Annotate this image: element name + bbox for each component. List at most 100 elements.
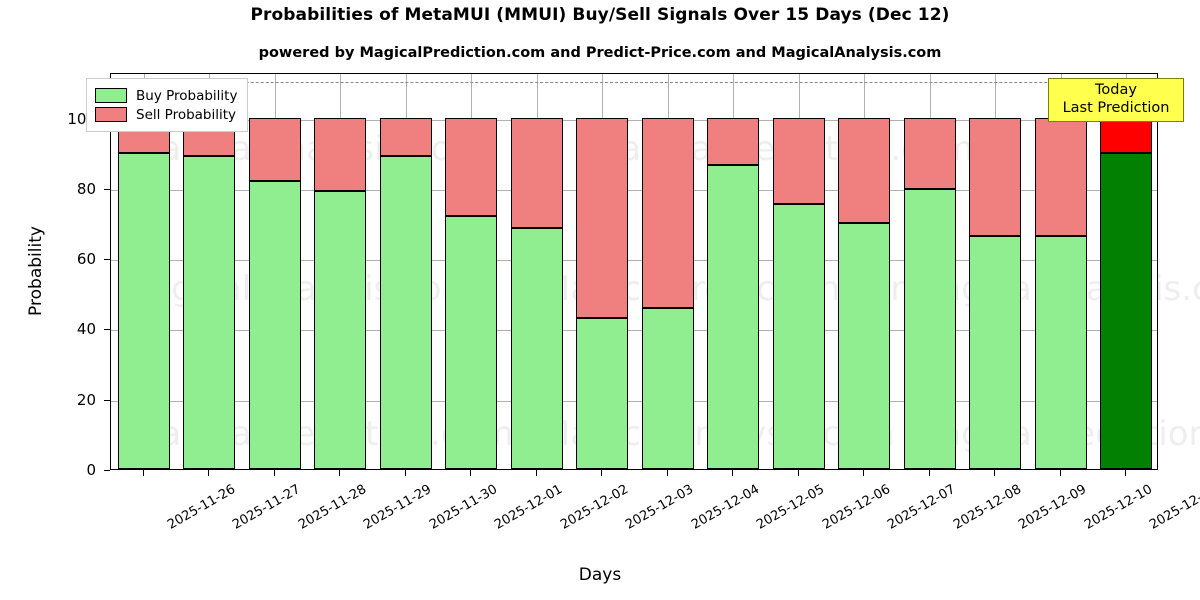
gridline-h bbox=[111, 189, 1157, 191]
bar-segment-buy[interactable] bbox=[248, 180, 301, 469]
bar-column[interactable] bbox=[1100, 72, 1153, 469]
bar-column[interactable] bbox=[838, 72, 891, 469]
chart-legend: Buy Probability Sell Probability bbox=[86, 78, 249, 132]
bar-segment-buy[interactable] bbox=[183, 156, 236, 469]
x-axis-tick-label: 2025-12-01 bbox=[492, 482, 566, 533]
bar-segment-sell[interactable] bbox=[248, 117, 301, 181]
bar-column[interactable] bbox=[183, 72, 236, 469]
x-axis-tick bbox=[143, 470, 144, 476]
x-axis-tick-label: 2025-11-28 bbox=[295, 482, 369, 533]
bar-column[interactable] bbox=[641, 72, 694, 469]
bar-segment-sell[interactable] bbox=[445, 117, 498, 217]
bar-segment-buy[interactable] bbox=[379, 156, 432, 469]
bar-segment-sell[interactable] bbox=[772, 117, 825, 205]
x-axis-tick-label: 2025-12-07 bbox=[885, 482, 959, 533]
bar-column[interactable] bbox=[445, 72, 498, 469]
x-axis-tick-label: 2025-11-29 bbox=[361, 482, 435, 533]
y-axis-tick-label: 80 bbox=[76, 179, 96, 198]
y-axis-tick bbox=[104, 470, 110, 471]
bar-segment-sell[interactable] bbox=[707, 117, 760, 165]
bar-segment-sell[interactable] bbox=[1100, 117, 1153, 153]
x-axis-tick bbox=[929, 470, 930, 476]
legend-swatch-buy-icon bbox=[95, 88, 127, 103]
x-axis-tick bbox=[536, 470, 537, 476]
gridline-h bbox=[111, 400, 1157, 402]
legend-item-buy: Buy Probability bbox=[95, 86, 237, 105]
bar-segment-buy[interactable] bbox=[117, 152, 170, 469]
bar-segment-sell[interactable] bbox=[510, 117, 563, 228]
bar-segment-sell[interactable] bbox=[838, 117, 891, 224]
bar-column[interactable] bbox=[772, 72, 825, 469]
x-axis-tick bbox=[863, 470, 864, 476]
bar-column[interactable] bbox=[707, 72, 760, 469]
x-axis-tick-label: 2025-12-10 bbox=[1081, 482, 1155, 533]
x-axis-title: Days bbox=[578, 565, 622, 585]
bar-segment-buy[interactable] bbox=[1034, 235, 1087, 469]
bar-segment-sell[interactable] bbox=[969, 117, 1022, 236]
gridline-h bbox=[111, 260, 1157, 262]
bar-segment-buy[interactable] bbox=[903, 188, 956, 469]
chart-subtitle: powered by MagicalPrediction.com and Pre… bbox=[258, 45, 942, 61]
legend-swatch-sell-icon bbox=[95, 107, 127, 122]
gridline-h bbox=[111, 119, 1157, 121]
bar-segment-sell[interactable] bbox=[903, 117, 956, 189]
y-axis-tick-label: 60 bbox=[76, 250, 96, 269]
y-axis-title: Probability bbox=[26, 225, 46, 316]
bar-segment-buy[interactable] bbox=[772, 204, 825, 469]
today-annotation: Today Last Prediction bbox=[1048, 78, 1184, 123]
y-axis-tick-label: 40 bbox=[76, 320, 96, 339]
plot-area: MagicalAnalysis.comMagicalPrediction.com… bbox=[110, 73, 1200, 470]
bar-segment-buy[interactable] bbox=[838, 223, 891, 469]
bar-column[interactable] bbox=[510, 72, 563, 469]
bar-segment-sell[interactable] bbox=[576, 117, 629, 318]
bar-segment-buy[interactable] bbox=[314, 191, 367, 469]
y-axis-tick bbox=[104, 259, 110, 261]
x-axis-tick bbox=[274, 470, 275, 476]
x-axis-tick bbox=[1125, 470, 1126, 476]
x-axis-tick bbox=[994, 470, 995, 476]
bar-segment-buy[interactable] bbox=[641, 308, 694, 469]
threshold-dashed-line bbox=[111, 81, 1157, 83]
x-axis-tick bbox=[405, 470, 406, 476]
bar-segment-buy[interactable] bbox=[576, 317, 629, 469]
bar-segment-buy[interactable] bbox=[707, 164, 760, 469]
x-axis-tick-label: 2025-12-03 bbox=[623, 482, 697, 533]
bar-column[interactable] bbox=[117, 72, 170, 469]
bar-segment-buy[interactable] bbox=[1100, 152, 1153, 469]
legend-label-sell: Sell Probability bbox=[136, 106, 237, 123]
today-annotation-line2: Last Prediction bbox=[1062, 99, 1170, 116]
legend-item-sell: Sell Probability bbox=[95, 105, 237, 124]
y-axis-tick bbox=[104, 399, 110, 401]
x-axis-tick bbox=[339, 470, 340, 476]
x-axis-tick-label: 2025-11-30 bbox=[426, 482, 500, 533]
bar-segment-sell[interactable] bbox=[379, 117, 432, 157]
bar-column[interactable] bbox=[379, 72, 432, 469]
x-axis-tick-label: 2025-12-11 bbox=[1147, 482, 1200, 533]
bar-segment-sell[interactable] bbox=[314, 117, 367, 192]
x-axis-tick bbox=[732, 470, 733, 476]
bar-column[interactable] bbox=[969, 72, 1022, 469]
x-axis-tick bbox=[470, 470, 471, 476]
bar-segment-buy[interactable] bbox=[969, 235, 1022, 469]
gridline-h bbox=[111, 330, 1157, 332]
bar-segment-sell[interactable] bbox=[1034, 117, 1087, 236]
bar-column[interactable] bbox=[903, 72, 956, 469]
bar-series-layer bbox=[111, 74, 1157, 469]
x-axis-tick bbox=[798, 470, 799, 476]
bar-segment-buy[interactable] bbox=[510, 228, 563, 469]
x-axis-tick-label: 2025-11-27 bbox=[230, 482, 304, 533]
x-axis-tick-label: 2025-12-04 bbox=[688, 482, 762, 533]
bar-segment-sell[interactable] bbox=[641, 117, 694, 309]
bar-segment-buy[interactable] bbox=[445, 216, 498, 469]
bar-column[interactable] bbox=[248, 72, 301, 469]
x-axis-tick bbox=[667, 470, 668, 476]
bar-column[interactable] bbox=[1034, 72, 1087, 469]
x-axis-tick bbox=[601, 470, 602, 476]
today-annotation-line1: Today bbox=[1095, 82, 1137, 98]
x-axis-tick-label: 2025-11-26 bbox=[164, 482, 238, 533]
y-axis-tick-label: 0 bbox=[86, 461, 96, 479]
bar-column[interactable] bbox=[314, 72, 367, 469]
chart-title: Probabilities of MetaMUI (MMUI) Buy/Sell… bbox=[250, 5, 950, 25]
bar-column[interactable] bbox=[576, 72, 629, 469]
